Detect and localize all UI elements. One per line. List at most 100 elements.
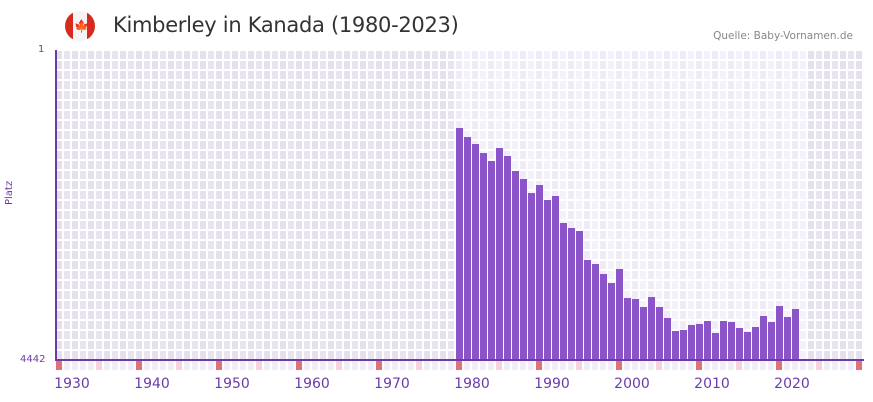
bar-2020 [776,305,783,360]
year-marker [592,361,598,370]
bar-1998 [600,274,607,360]
year-marker [712,361,718,370]
year-marker [536,361,542,370]
year-marker [720,361,726,370]
year-marker [128,361,134,370]
year-marker [680,361,686,370]
year-marker [632,361,638,370]
x-tick-label: 1930 [54,376,90,392]
bar-2009 [688,325,695,360]
bar-2008 [680,329,687,360]
year-marker [224,361,230,370]
year-marker [160,361,166,370]
year-marker [560,361,566,370]
x-tick-label: 2020 [774,376,810,392]
year-marker [784,361,790,370]
source-label: Quelle: Baby-Vornamen.de [713,30,853,42]
year-marker [248,361,254,370]
x-tick-label: 1940 [134,376,170,392]
year-marker [832,361,838,370]
year-marker [672,361,678,370]
year-marker [200,361,206,370]
year-marker [80,361,86,370]
bar-1987 [512,170,519,360]
bar-1992 [552,196,559,360]
y-axis-title: Platz [4,180,15,205]
year-marker [376,361,382,370]
year-marker [504,361,510,370]
year-marker [392,361,398,370]
year-marker [192,361,198,370]
year-marker [72,361,78,370]
bar-1993 [560,222,567,360]
year-marker [848,361,854,370]
bar-2004 [648,297,655,360]
year-marker [232,361,238,370]
year-marker [752,361,758,370]
bar-1990 [536,185,543,360]
year-marker [416,361,422,370]
bar-2003 [640,307,647,360]
x-tick-label: 2000 [614,376,650,392]
year-marker [144,361,150,370]
year-marker [56,361,62,370]
bar-1996 [584,260,591,360]
year-marker [840,361,846,370]
year-marker [64,361,70,370]
year-marker [608,361,614,370]
year-marker [776,361,782,370]
year-marker [408,361,414,370]
bar-1982 [472,144,479,360]
year-marker [704,361,710,370]
year-marker [312,361,318,370]
year-marker [240,361,246,370]
year-marker [352,361,358,370]
year-marker [544,361,550,370]
year-marker [296,361,302,370]
bar-2007 [672,331,679,360]
year-marker [120,361,126,370]
x-axis-line [56,359,864,361]
bar-1983 [480,153,487,360]
year-marker [576,361,582,370]
bar-2021 [784,317,791,360]
bar-1984 [488,160,495,360]
year-marker [208,361,214,370]
year-marker [176,361,182,370]
bar-2019 [768,322,775,360]
year-marker [792,361,798,370]
year-marker [424,361,430,370]
bar-2014 [728,322,735,360]
year-marker [480,361,486,370]
bar-2012 [712,332,719,360]
year-marker [168,361,174,370]
year-marker [496,361,502,370]
y-axis-line [55,50,57,361]
bar-2016 [744,332,751,360]
year-marker [152,361,158,370]
year-marker [264,361,270,370]
year-marker [568,361,574,370]
bar-2022 [792,308,799,360]
x-tick-label: 1990 [534,376,570,392]
bar-1981 [464,136,471,360]
y-tick-bottom: 4442 [20,354,46,365]
year-marker [656,361,662,370]
year-marker [368,361,374,370]
year-marker [440,361,446,370]
year-marker [472,361,478,370]
bar-1999 [608,283,615,360]
year-marker [728,361,734,370]
bar-1994 [568,228,575,360]
bar-1980 [456,127,463,360]
year-marker [640,361,646,370]
year-marker [344,361,350,370]
year-marker [512,361,518,370]
bar-2005 [656,307,663,360]
year-marker [456,361,462,370]
y-tick-top: 1 [38,44,45,55]
year-marker [280,361,286,370]
year-marker [616,361,622,370]
bar-2006 [664,317,671,360]
bar-2002 [632,298,639,360]
